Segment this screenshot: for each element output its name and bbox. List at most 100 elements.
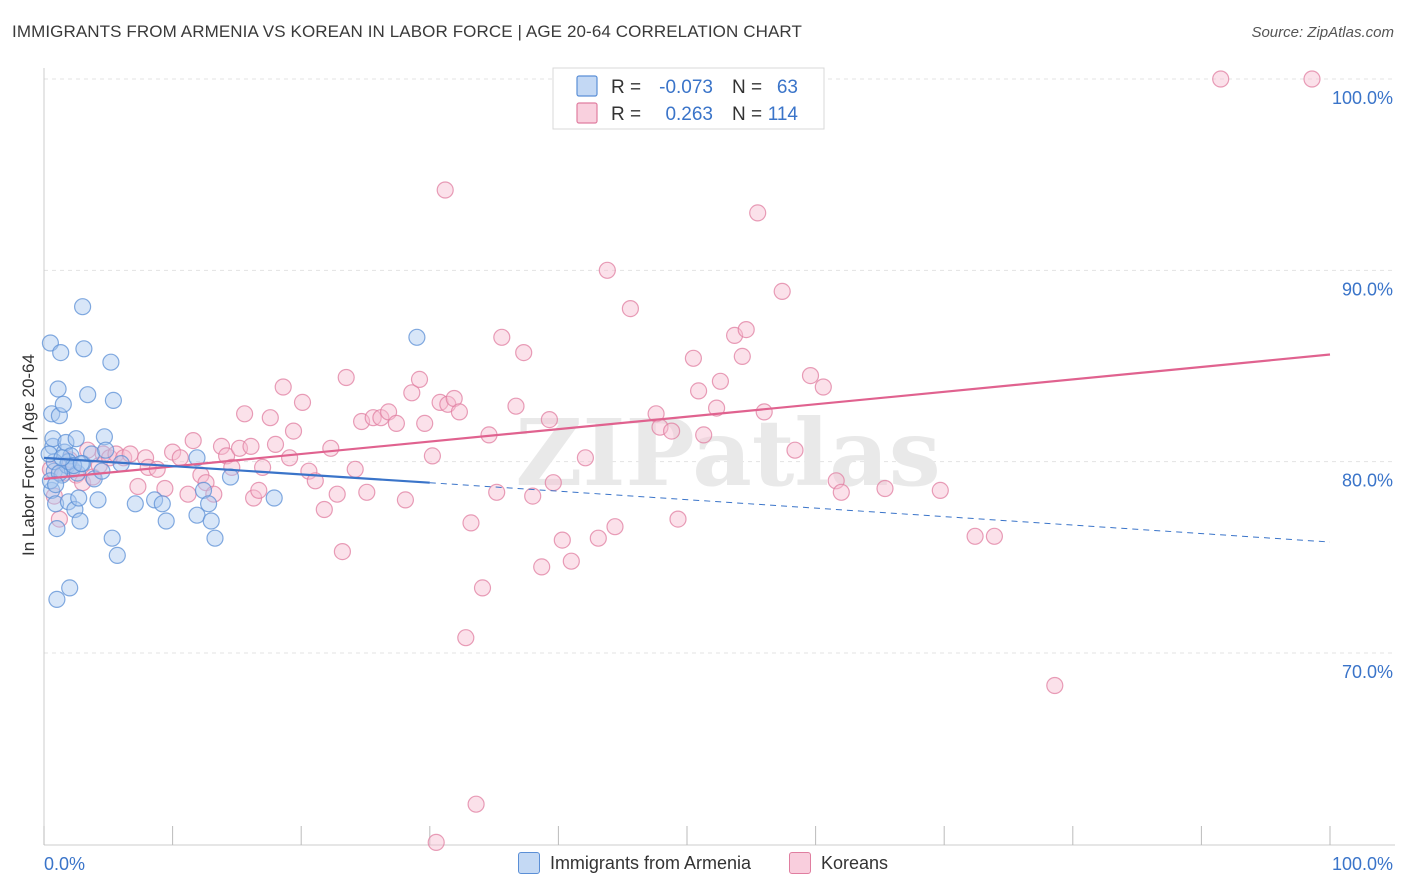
korean-point (315, 500, 333, 519)
armenia-point (188, 449, 206, 467)
armenia-point (108, 546, 126, 565)
stats-legend-swatch (576, 75, 598, 97)
korean-point (931, 481, 949, 499)
armenia-point (61, 579, 79, 597)
korean-point (450, 403, 468, 421)
armenia-trend-line (43, 456, 430, 484)
y-tick-label: 70.0% (1342, 662, 1393, 682)
korean-point (337, 368, 355, 387)
bottom-legend: Immigrants from Armenia Koreans (0, 852, 1406, 874)
armenia-point (93, 462, 111, 480)
armenia-point (157, 512, 175, 530)
korean-point (387, 414, 405, 432)
korean-point (137, 449, 155, 467)
korean-point (205, 485, 223, 503)
stats-legend-n-label: N = (732, 104, 762, 125)
armenia-point (70, 489, 88, 507)
korean-point (236, 405, 254, 423)
armenia-point (49, 380, 67, 398)
armenia-point (79, 386, 97, 404)
korean-point (284, 422, 303, 440)
legend-item-armenia[interactable]: Immigrants from Armenia (517, 852, 751, 874)
korean-point (129, 477, 147, 496)
korean-point (396, 491, 414, 509)
armenia-point (46, 495, 65, 513)
korean-point (966, 527, 984, 545)
korean-point (540, 411, 559, 429)
korean-point (814, 378, 832, 396)
korean-point (669, 510, 687, 528)
armenia-point (153, 495, 171, 513)
korean-point (333, 542, 351, 561)
legend-item-koreans[interactable]: Koreans (789, 852, 888, 874)
y-axis-label: In Labor Force | Age 20-64 (19, 354, 38, 556)
y-tick-labels: 100.0% 90.0% 80.0% 70.0% (1332, 88, 1393, 682)
armenia-trend-extension (429, 482, 1331, 543)
korean-point (457, 629, 475, 647)
stats-legend-r-value: 0.263 (665, 104, 713, 125)
korean-point (985, 527, 1004, 545)
armenia-point (126, 495, 144, 513)
armenia-swatch (517, 852, 540, 874)
korean-point (647, 405, 665, 423)
korean-point (832, 483, 850, 501)
korean-point (281, 449, 299, 467)
armenia-point (71, 512, 89, 530)
korean-point (328, 485, 346, 503)
legend-label-armenia: Immigrants from Armenia (549, 852, 751, 873)
armenia-point (104, 391, 123, 409)
korean-point (515, 344, 533, 362)
grid-lines (44, 78, 1395, 654)
korean-point (689, 382, 708, 400)
trend-lines (43, 353, 1331, 543)
armenia-point (221, 468, 240, 486)
armenia-point (48, 590, 66, 609)
korean-point (179, 485, 197, 503)
korean-point (737, 321, 755, 339)
korean-point (1303, 70, 1321, 88)
armenia-point (408, 328, 426, 346)
armenia-point (72, 455, 90, 473)
korean-point (684, 349, 703, 367)
korean-point (488, 483, 506, 501)
korean-swatch (789, 852, 811, 874)
korean-point (212, 437, 231, 455)
korean-point (524, 487, 542, 505)
korean-point (403, 384, 421, 402)
korean-point (707, 399, 726, 417)
x-tick-label: 100.0% (1332, 854, 1393, 874)
korean-point (467, 795, 485, 813)
korean-point (876, 479, 894, 498)
stats-legend-r-label: R = (611, 77, 641, 98)
x-tick-label: 0.0% (44, 854, 85, 874)
korean-point (562, 552, 580, 570)
korean-point (322, 439, 340, 457)
korean-point (436, 181, 454, 199)
armenia-point (102, 353, 120, 371)
korean-point (293, 393, 312, 411)
stats-legend-swatch (576, 102, 598, 124)
korean-point (589, 529, 607, 547)
armenia-point (97, 441, 115, 459)
armenia-point (206, 529, 224, 547)
armenia-point (103, 529, 121, 547)
korean-point (416, 414, 434, 432)
korean-point (358, 483, 376, 501)
korean-point (346, 460, 364, 478)
armenia-point (265, 489, 283, 507)
armenia-point (146, 491, 164, 509)
korean-point (773, 282, 791, 300)
armenia-point (202, 512, 220, 530)
stats-legend-n-value: 114 (768, 104, 799, 125)
stats-legend-n-label: N = (732, 77, 762, 98)
armenia-point (52, 344, 70, 362)
x-tick-labels: 0.0% 100.0% (44, 854, 1393, 874)
armenia-point (54, 395, 72, 413)
korean-point (242, 437, 260, 455)
korean-point (695, 426, 713, 444)
korean-point (473, 579, 492, 597)
korean-point (553, 531, 571, 549)
armenia-point (95, 428, 114, 446)
armenia-points (40, 298, 426, 609)
korean-point (533, 558, 551, 576)
